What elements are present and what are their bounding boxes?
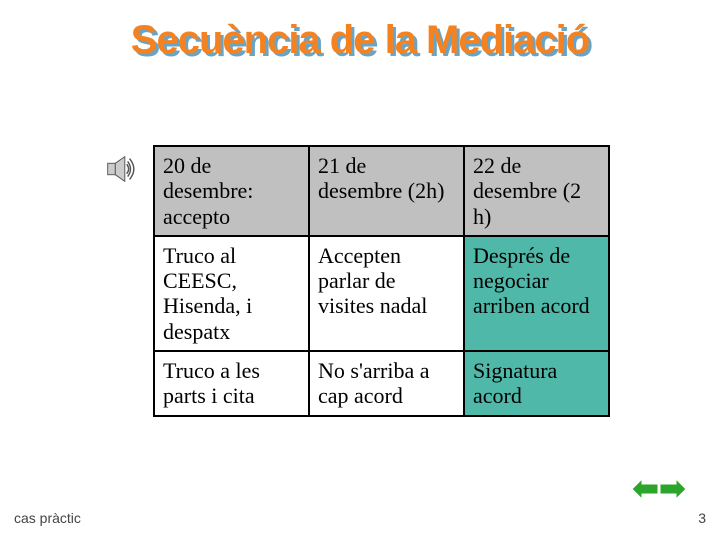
table-row: Truco a les parts i cita No s'arriba a c…: [154, 351, 609, 416]
slide: Secuència de la Mediació Secuència de la…: [0, 0, 720, 540]
slide-title-front: Secuència de la Mediació: [0, 18, 720, 63]
cell-r2c0: Truco a les parts i cita: [154, 351, 309, 416]
cell-r0c1: 21 de desembre (2h): [309, 146, 464, 236]
footer-left-text: cas pràctic: [14, 510, 81, 526]
nav-arrow-back-icon[interactable]: [632, 479, 658, 504]
nav-arrow-forward-icon[interactable]: [660, 479, 686, 504]
arrow-shape: [632, 479, 658, 499]
cell-r2c1: No s'arriba a cap acord: [309, 351, 464, 416]
cell-r1c1: Accepten parlar de visites nadal: [309, 236, 464, 351]
cell-r1c2: Després de negociar arriben acord: [464, 236, 609, 351]
speaker-icon[interactable]: [102, 150, 140, 188]
table-row: 20 de desembre: accepto 21 de desembre (…: [154, 146, 609, 236]
page-number: 3: [698, 510, 706, 526]
mediation-sequence-table: 20 de desembre: accepto 21 de desembre (…: [153, 145, 610, 417]
table-row: Truco al CEESC, Hisenda, i despatx Accep…: [154, 236, 609, 351]
cell-r0c2: 22 de desembre (2 h): [464, 146, 609, 236]
cell-r2c2: Signatura acord: [464, 351, 609, 416]
cell-r0c0: 20 de desembre: accepto: [154, 146, 309, 236]
cell-r1c0: Truco al CEESC, Hisenda, i despatx: [154, 236, 309, 351]
arrow-shape: [660, 479, 686, 499]
